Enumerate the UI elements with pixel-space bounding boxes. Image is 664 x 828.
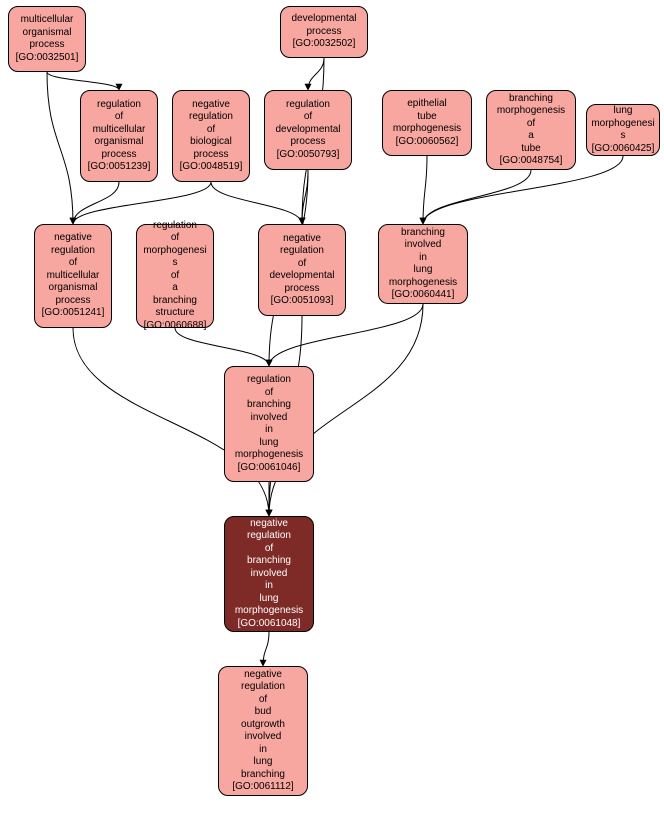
edge-n2-n8 xyxy=(73,182,119,224)
node-label: epithelial tube morphogenesis [GO:006056… xyxy=(393,98,461,148)
edge-n1-n4 xyxy=(308,58,324,90)
node-n12: regulation of branching involved in lung… xyxy=(224,366,314,482)
node-label: regulation of multicellular organismal p… xyxy=(88,99,151,174)
node-n2: regulation of multicellular organismal p… xyxy=(80,90,158,182)
edge-n9-n12 xyxy=(175,328,269,366)
node-label: negative regulation of branching involve… xyxy=(235,518,303,631)
edge-n3-n8 xyxy=(73,182,211,224)
edge-n5-n11 xyxy=(423,156,427,224)
node-n5: epithelial tube morphogenesis [GO:006056… xyxy=(382,90,472,156)
edge-n0-n2 xyxy=(47,72,119,90)
edge-n3-n10 xyxy=(211,182,302,224)
node-label: branching morphogenesis of a tube [GO:00… xyxy=(497,93,565,168)
node-label: multicellular organismal process [GO:003… xyxy=(16,14,79,64)
node-label: regulation of developmental process [GO:… xyxy=(275,99,340,162)
edge-n6-n11 xyxy=(423,170,531,224)
node-label: developmental process [GO:0032502] xyxy=(291,13,356,51)
node-n0: multicellular organismal process [GO:003… xyxy=(8,6,86,72)
node-label: negative regulation of multicellular org… xyxy=(42,232,105,320)
node-label: negative regulation of developmental pro… xyxy=(269,233,334,308)
node-n6: branching morphogenesis of a tube [GO:00… xyxy=(486,90,576,170)
node-label: regulation of morphogenesis of a branchi… xyxy=(141,220,209,333)
node-n13: negative regulation of branching involve… xyxy=(224,516,314,632)
node-n1: developmental process [GO:0032502] xyxy=(280,6,368,58)
node-label: negative regulation of biological proces… xyxy=(180,99,243,174)
edge-n4-n10 xyxy=(302,170,308,224)
node-n14: negative regulation of bud outgrowth inv… xyxy=(218,666,308,796)
edge-n0-n8 xyxy=(47,72,73,224)
node-label: regulation of branching involved in lung… xyxy=(235,374,303,474)
node-n3: negative regulation of biological proces… xyxy=(172,90,250,182)
node-n4: regulation of developmental process [GO:… xyxy=(264,90,352,170)
node-n7: lung morphogenesis [GO:0060425] xyxy=(586,104,660,156)
diagram-canvas: multicellular organismal process [GO:003… xyxy=(0,0,664,828)
node-n11: branching involved in lung morphogenesis… xyxy=(378,224,468,304)
node-label: negative regulation of bud outgrowth inv… xyxy=(232,669,293,794)
node-n10: negative regulation of developmental pro… xyxy=(258,224,346,316)
node-label: lung morphogenesis [GO:0060425] xyxy=(591,105,655,155)
node-n9: regulation of morphogenesis of a branchi… xyxy=(136,224,214,328)
edge-n13-n14 xyxy=(263,632,269,666)
node-n8: negative regulation of multicellular org… xyxy=(34,224,112,328)
node-label: branching involved in lung morphogenesis… xyxy=(389,227,457,302)
